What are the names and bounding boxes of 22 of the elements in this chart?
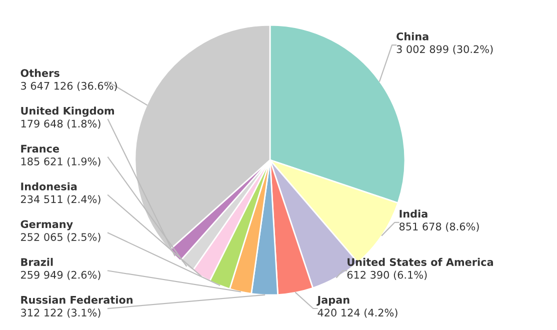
data-label: 259 949 (2.6%) — [21, 270, 100, 280]
slice-label: United Kingdom — [21, 106, 114, 117]
data-label: 185 621 (1.9%) — [21, 157, 100, 167]
slice-label: Germany — [20, 220, 73, 230]
slice-label: Japan — [316, 296, 350, 306]
data-label: 851 678 (8.6%) — [399, 222, 479, 232]
slice-label: Brazil — [21, 258, 53, 266]
slice-label: China — [396, 32, 428, 40]
slice-label: Indonesia — [21, 182, 77, 190]
data-label: 312 122 (3.1%) — [21, 308, 100, 318]
slice-label: France — [21, 144, 60, 153]
data-label: 234 511 (2.4%) — [21, 195, 100, 204]
data-label: 420 124 (4.2%) — [318, 308, 398, 318]
data-label: 3 647 126 (36.6%) — [21, 82, 117, 91]
data-label: 3 002 899 (30.2%) — [396, 45, 493, 54]
slice-label: Others — [20, 68, 60, 77]
data-label: 612 390 (6.1%) — [347, 270, 427, 280]
data-label: 179 648 (1.8%) — [21, 120, 100, 129]
data-label: 252 065 (2.5%) — [21, 232, 100, 242]
slice-label: India — [400, 210, 428, 218]
slice-label: United States of America — [348, 258, 493, 266]
slice-label: Russian Federation — [21, 296, 132, 304]
